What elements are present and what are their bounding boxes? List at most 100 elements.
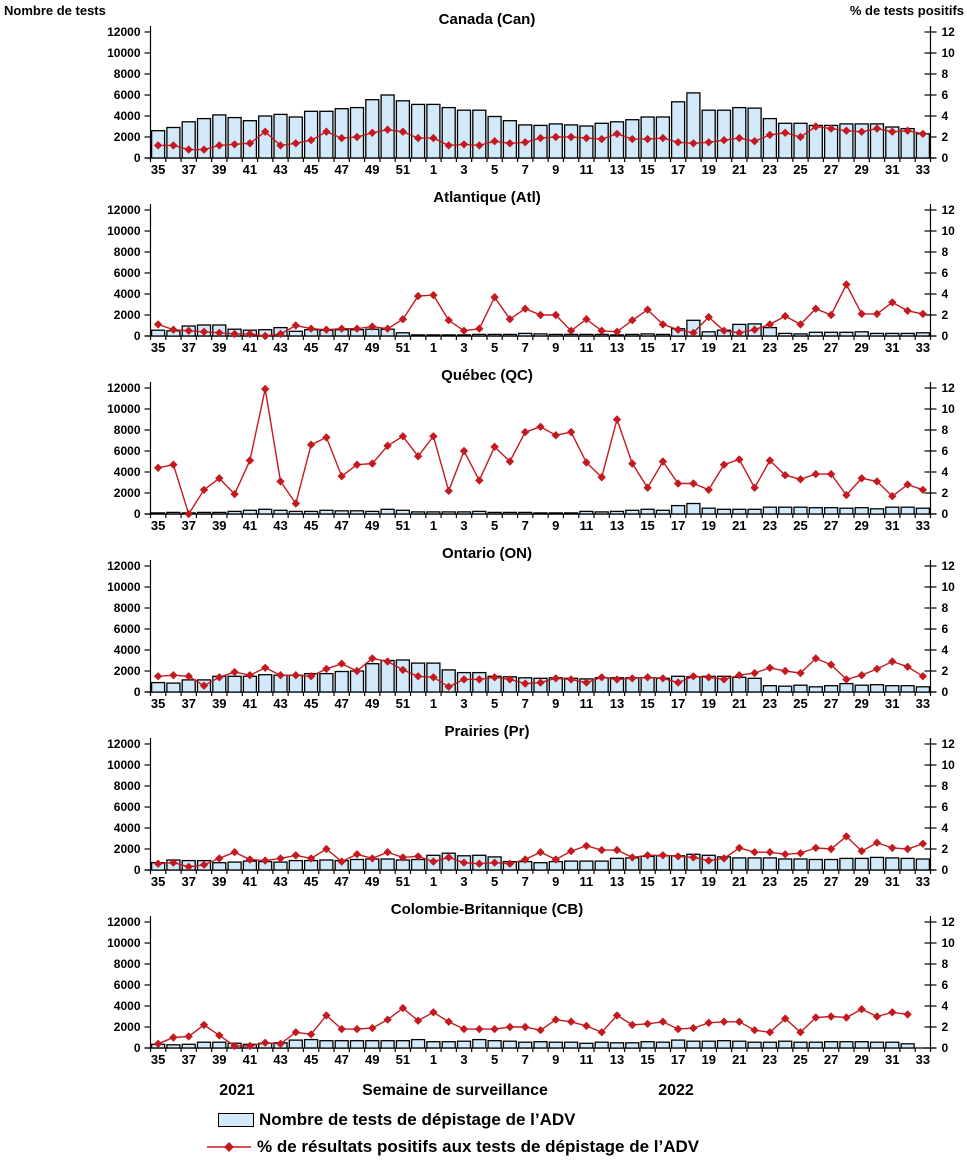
left-tick-label: 4000 xyxy=(114,287,141,301)
line-marker xyxy=(566,427,576,437)
line-marker xyxy=(750,848,759,857)
line-marker xyxy=(735,328,744,337)
bar xyxy=(227,861,242,871)
left-tick-label: 12000 xyxy=(107,737,141,751)
line-marker xyxy=(505,139,515,148)
line-marker xyxy=(169,1033,178,1042)
x-tick-label: 41 xyxy=(243,518,257,533)
line-marker xyxy=(536,678,545,687)
bar xyxy=(273,861,288,871)
bar xyxy=(609,1042,625,1049)
x-tick-label: 39 xyxy=(212,162,226,177)
x-tick-label: 25 xyxy=(793,340,807,355)
left-tick-label: 12000 xyxy=(107,559,141,573)
bar xyxy=(533,333,548,337)
bar xyxy=(518,332,533,337)
left-tick-label: 12000 xyxy=(107,203,141,217)
line-marker xyxy=(888,298,897,307)
line-marker xyxy=(750,137,759,146)
line-marker xyxy=(215,474,224,483)
panel-title: Atlantique (Atl) xyxy=(433,189,540,206)
bar xyxy=(640,508,655,515)
line-marker xyxy=(888,127,897,136)
x-tick-label: 29 xyxy=(854,518,868,533)
chart-panel-can: Canada (Can) 0 2000 4000 6000 8000 10000 12000 0… xyxy=(107,11,955,177)
x-tick-label: 23 xyxy=(763,162,777,177)
line-marker xyxy=(750,325,759,334)
bar xyxy=(563,124,579,159)
bar xyxy=(579,333,594,337)
x-tick-label: 1 xyxy=(430,162,437,177)
bar xyxy=(885,506,900,515)
x-tick-label: 37 xyxy=(182,696,196,711)
bar xyxy=(808,331,823,337)
x-tick-label: 19 xyxy=(702,696,716,711)
bar xyxy=(441,1041,456,1049)
line-marker xyxy=(628,459,637,468)
line-marker xyxy=(490,1024,499,1034)
bar xyxy=(762,506,778,515)
x-tick-label: 23 xyxy=(763,518,777,533)
line-marker xyxy=(352,132,362,142)
right-tick-label: 6 xyxy=(942,622,949,636)
line-marker xyxy=(276,329,285,339)
bar xyxy=(196,511,212,515)
right-tick-label: 0 xyxy=(942,863,949,877)
x-tick-label: 21 xyxy=(732,696,746,711)
right-tick-label: 6 xyxy=(942,266,949,280)
x-tick-label: 7 xyxy=(522,874,529,889)
legend-bar-swatch-icon xyxy=(218,1113,254,1127)
line-marker xyxy=(337,659,346,668)
left-tick-label: 2000 xyxy=(114,664,141,678)
bar xyxy=(212,1041,227,1049)
x-tick-label: 17 xyxy=(671,162,685,177)
x-tick-label: 5 xyxy=(491,1052,498,1067)
bar xyxy=(823,1041,839,1049)
axes xyxy=(144,204,937,340)
left-tick-label: 10000 xyxy=(107,758,141,772)
line-marker xyxy=(337,472,346,481)
x-tick-label: 51 xyxy=(396,518,410,533)
left-tick-label: 8000 xyxy=(114,601,141,615)
bar xyxy=(716,1040,732,1049)
bar xyxy=(869,332,885,337)
line-marker xyxy=(291,321,300,330)
legend-label-percent: % de résultats positifs aux tests de dép… xyxy=(257,1137,700,1156)
bar xyxy=(441,334,456,337)
line-marker xyxy=(475,476,484,485)
bar xyxy=(655,509,671,515)
line-marker xyxy=(918,672,928,681)
x-tick-label: 11 xyxy=(580,162,594,177)
right-tick-label: 8 xyxy=(942,67,949,81)
x-tick-label: 13 xyxy=(610,162,624,177)
x-tick-label: 45 xyxy=(304,162,318,177)
bar xyxy=(426,103,441,159)
line-marker xyxy=(322,664,331,674)
panel-title: Colombie-Britannique (CB) xyxy=(391,901,584,918)
line-marker xyxy=(888,657,897,666)
right-axis-title: % de tests positifs xyxy=(849,3,964,18)
line-marker xyxy=(689,328,698,337)
line-marker xyxy=(903,662,912,671)
right-tick-label: 12 xyxy=(942,737,956,751)
bar xyxy=(441,511,456,515)
line-marker xyxy=(184,672,193,681)
line-marker xyxy=(765,320,775,329)
bar xyxy=(885,685,900,693)
x-tick-label: 3 xyxy=(460,696,467,711)
left-tick-label: 6000 xyxy=(114,978,141,992)
line-marker xyxy=(306,854,316,863)
chart-panel-on: Ontario (ON) 0 2000 4000 6000 8000 10000 12000 0… xyxy=(107,545,955,711)
bar xyxy=(242,509,258,515)
bar xyxy=(410,858,426,871)
line-marker xyxy=(719,460,729,469)
line-marker xyxy=(643,1019,652,1028)
x-tick-label: 51 xyxy=(396,1052,410,1067)
bar xyxy=(273,509,288,515)
line-marker xyxy=(153,463,163,472)
bar xyxy=(823,858,839,871)
line-marker xyxy=(322,844,331,854)
bar xyxy=(778,858,793,871)
line-marker xyxy=(918,129,928,138)
line-marker xyxy=(918,485,928,494)
